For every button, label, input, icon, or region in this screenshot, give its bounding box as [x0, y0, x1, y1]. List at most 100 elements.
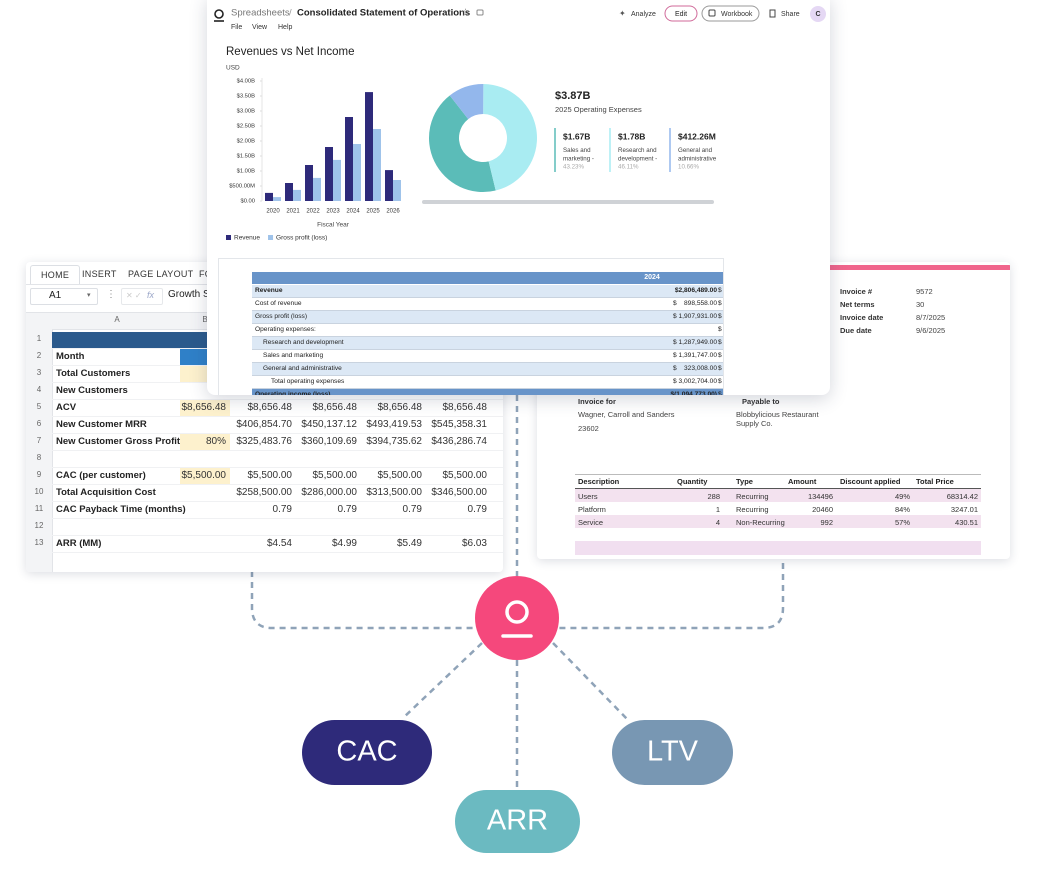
invoice-cell: 430.51 [955, 518, 978, 527]
donut-segment [483, 84, 537, 191]
cell: $325,483.76 [236, 436, 292, 447]
cell: $8,656.48 [312, 402, 358, 413]
bar [353, 144, 361, 201]
row-label: CAC (per customer) [56, 470, 146, 481]
cell: $8,656.48 [247, 402, 293, 413]
workbook-button-box[interactable] [701, 5, 760, 22]
ribbon-tab[interactable]: FO [199, 269, 213, 279]
table-head-line [575, 488, 981, 489]
cell: $406,854.70 [236, 419, 292, 430]
card-percent: 10.66% [678, 164, 699, 171]
share-button[interactable]: Share [781, 11, 800, 18]
legend-label: Revenue [234, 235, 260, 242]
field-label: Invoice date [840, 313, 884, 322]
y-tick-label: $4.00B [237, 79, 256, 85]
field-value: 9/6/2025 [916, 326, 946, 335]
invoice-cell: 4 [715, 518, 720, 527]
menu-item[interactable]: Help [278, 24, 293, 31]
statement-row [252, 324, 723, 337]
invoice-cell: 49% [894, 492, 910, 501]
row-fill [575, 515, 981, 528]
row-number: 8 [36, 453, 42, 462]
field-value: 9572 [916, 287, 933, 296]
invoice-cell: Recurring [736, 505, 769, 514]
cell: $394,735.62 [366, 436, 422, 447]
pay-to-label: Payable to [742, 397, 780, 406]
menu-item[interactable]: View [252, 24, 268, 31]
bar [365, 92, 373, 201]
row-label: ARR (MM) [56, 538, 102, 549]
card-name-line: Sales and [563, 147, 591, 154]
card-name-line: development - [618, 155, 657, 162]
donut-total: $3.87B [555, 90, 591, 102]
invoice-column-header: Quantity [677, 477, 708, 486]
fx-label: fx [147, 290, 155, 300]
row-header-bar [26, 329, 53, 572]
y-tick-label: $3.00B [237, 109, 256, 115]
edit-button-box[interactable] [664, 5, 698, 22]
next-column-clip: $ [718, 313, 722, 320]
invoice-cell: Platform [578, 505, 606, 514]
x-tick-label: 2021 [286, 209, 300, 215]
ribbon-tab[interactable]: PAGE LAYOUT [128, 269, 194, 279]
statement-table: 2024 Revenue $2,806,489.00 $ Cost of revenue… [218, 258, 724, 395]
card-name: Research and development - [618, 147, 657, 163]
menu-item[interactable]: File [231, 24, 242, 31]
row-number: 6 [36, 419, 42, 428]
header-band [252, 272, 723, 284]
ribbon-tab[interactable]: HOME [30, 265, 81, 284]
bill-to-name: Wagner, Carroll and Sanders [578, 410, 675, 419]
connector-ltv [552, 642, 629, 721]
row-grid [52, 501, 503, 502]
row-grid [52, 535, 503, 536]
cell-ref: A1 [49, 290, 62, 301]
x-tick-label: 2023 [326, 209, 340, 215]
cell: 0.79 [272, 504, 292, 515]
cell: 80% [205, 436, 226, 447]
analyze-button[interactable]: Analyze [631, 11, 656, 18]
invoice-cell: Service [578, 518, 604, 527]
card-name-line: marketing - [563, 155, 594, 162]
cell: $545,358.31 [431, 419, 487, 430]
x-tick-label: 2026 [386, 209, 400, 215]
column-header: 2024 [644, 274, 660, 281]
name-box: A1 ▾ [30, 288, 98, 305]
formula-text: Growth Sc [168, 289, 215, 300]
input-fill [180, 400, 230, 416]
x-tick-label: 2022 [306, 209, 320, 215]
row-number: 5 [36, 402, 42, 411]
row-label: New Customers [56, 385, 128, 396]
cell: 0.79 [337, 504, 357, 515]
statement-label: Total operating expenses [271, 378, 345, 385]
statement-label: Revenue [255, 287, 283, 294]
row-number: 3 [36, 368, 42, 377]
logo [214, 9, 224, 19]
row-grid [52, 484, 503, 485]
invoice-cell: 992 [820, 518, 833, 527]
card-percent: 43.23% [563, 164, 584, 171]
cell: $313,500.00 [366, 487, 422, 498]
invoice-column-header: Discount applied [840, 477, 901, 486]
y-axis-label: USD [226, 65, 240, 72]
window-canvas: Spreadsheets / Consolidated Statement of O… [214, 5, 826, 242]
row-grid [52, 450, 503, 451]
statement-amount: $(1,094,773.00) [670, 391, 717, 395]
bar [345, 117, 353, 201]
edit-button[interactable]: Edit [675, 11, 687, 18]
next-column-clip: $ [718, 378, 722, 385]
avatar-circle[interactable] [810, 6, 826, 22]
invoice-cell: Non-Recurring [736, 518, 785, 527]
y-tick-label: $1.00B [237, 169, 256, 175]
field-label: Net terms [840, 300, 875, 309]
invoice-column-header: Description [578, 477, 620, 486]
ribbon-tab[interactable]: INSERT [82, 269, 117, 279]
row-number: 13 [34, 538, 44, 547]
invoice-cell: 1 [715, 505, 720, 514]
highlight-fill [180, 349, 207, 365]
cell: $258,500.00 [236, 487, 292, 498]
statement-row [252, 389, 723, 395]
workbook-button[interactable]: Workbook [721, 11, 753, 18]
next-column-clip: $ [718, 326, 722, 333]
